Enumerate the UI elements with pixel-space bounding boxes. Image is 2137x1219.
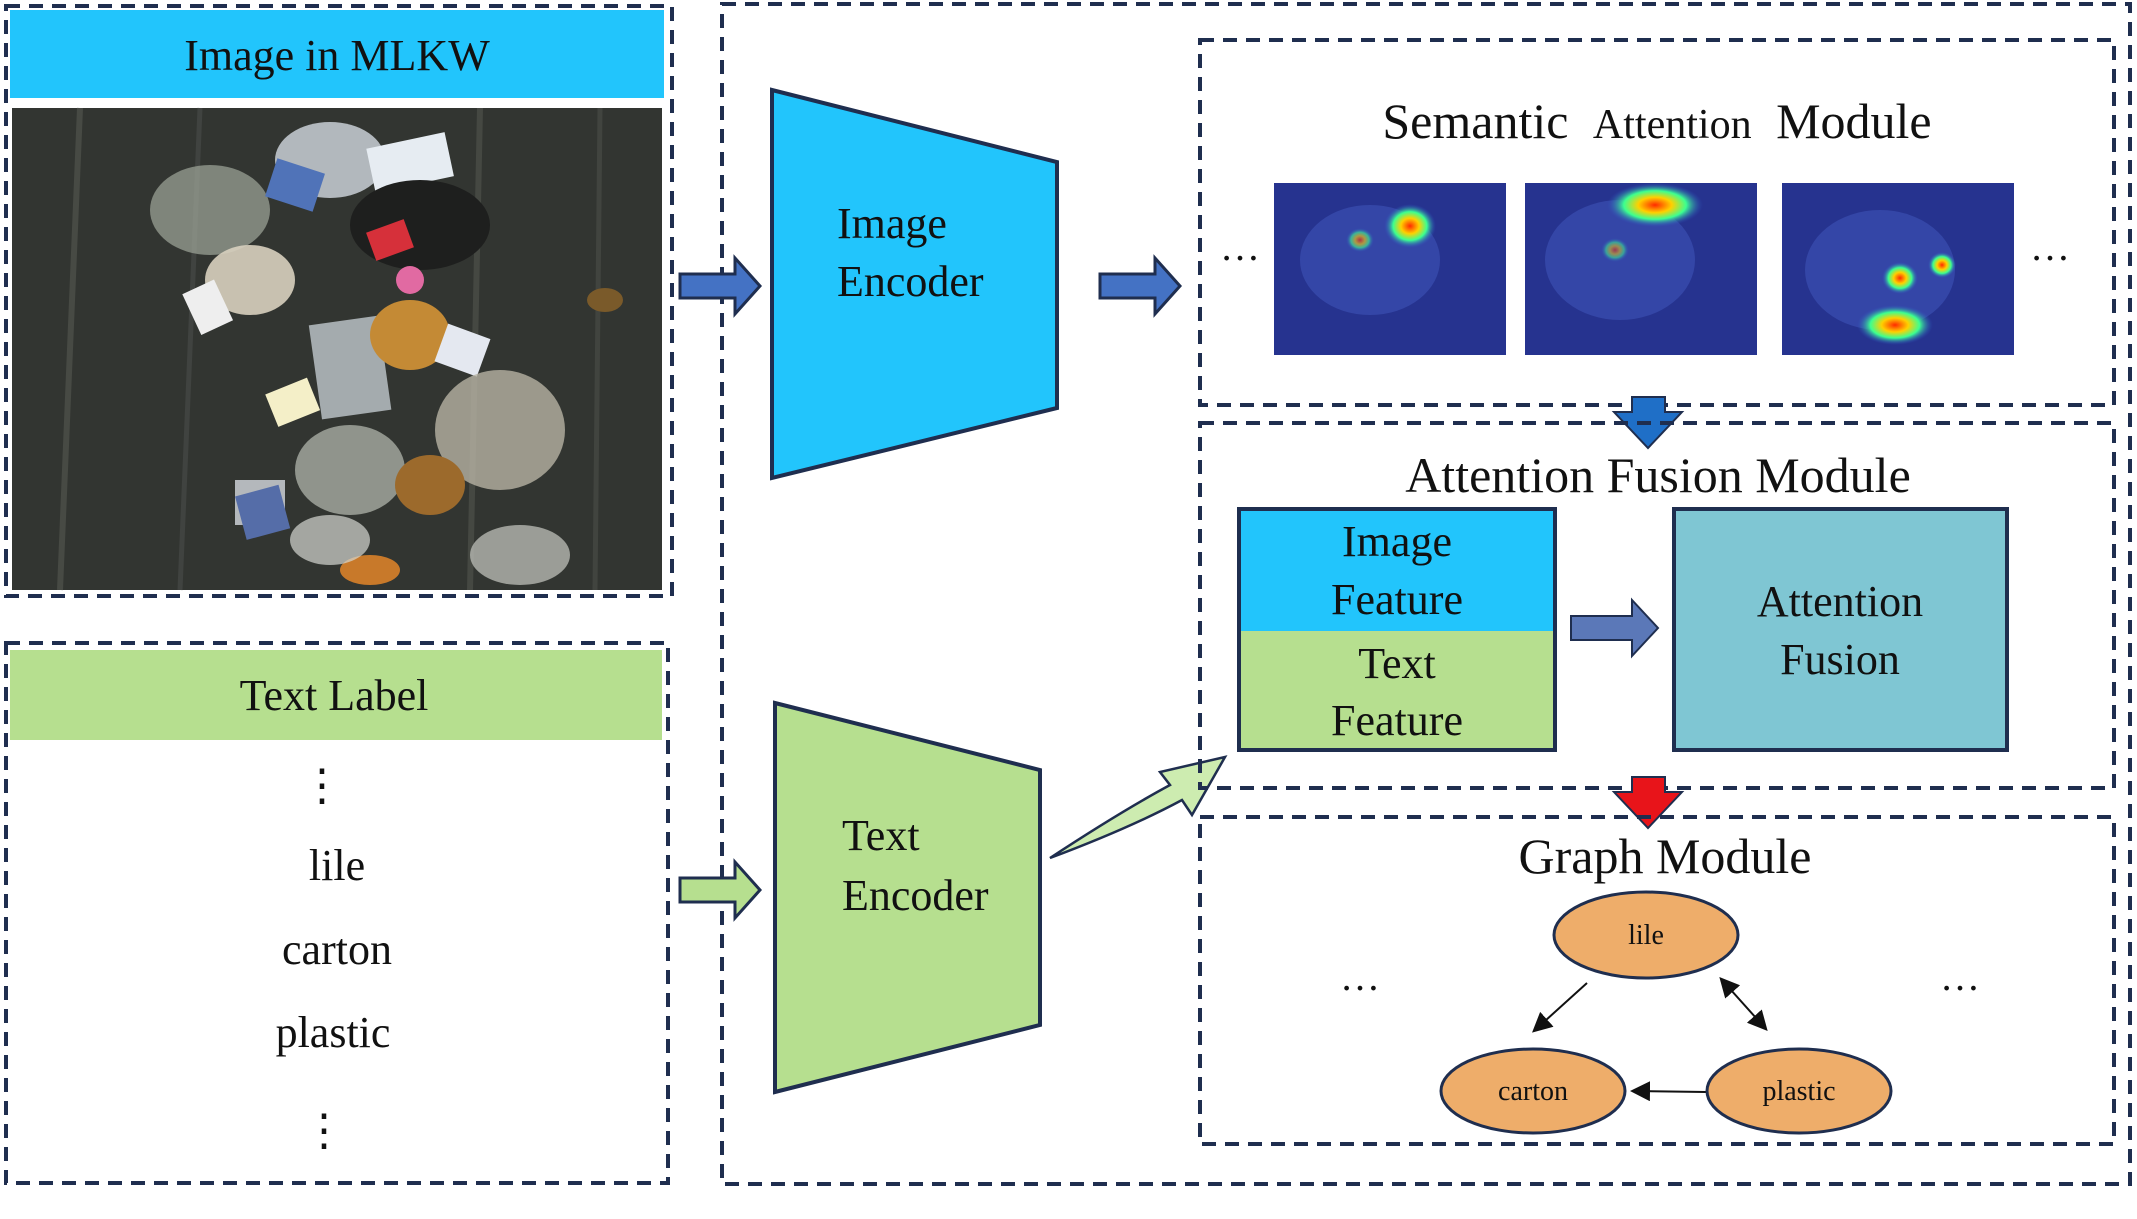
fusion-to-graph-arrow [1611,776,1685,830]
semantic-attention-ellipsis-left: … [1220,224,1260,269]
encoder-to-attention-arrow [1098,254,1183,318]
graph-node-plastic-label: plastic [1762,1076,1835,1107]
feature-to-fusion-arrow [1570,597,1660,659]
text-to-encoder-arrow [678,858,763,922]
model-panel-frame [720,2,2132,1186]
semantic-attention-title-c: Module [1776,93,1932,149]
image-encoder-label-line2: Encoder [837,257,984,306]
image-encoder-label-line1: Image [837,199,947,248]
attention-heatmap-1 [1274,183,1506,355]
edge-lile-plastic [1719,977,1768,1031]
attention-fusion-box [1672,507,2009,752]
graph-node-carton [1439,1047,1627,1135]
image-encoder-trapezoid [770,87,1059,481]
attention-fusion-box-line1: Attention [1757,577,1923,626]
text-panel-ellipsis-top: ⋮ [300,761,344,810]
graph-node-lile-label: lile [1628,920,1664,951]
attention-fusion-title: Attention Fusion Module [1405,447,1911,503]
edge-plastic-to-carton [1630,1081,1707,1102]
edge-lile-to-carton [1532,982,1588,1033]
graph-node-lile [1552,890,1740,980]
graph-module-ellipsis-right: … [1940,954,1980,999]
attention-heatmap-3 [1782,183,2014,355]
text-label-lile: lile [309,841,365,890]
feature-stack [1237,507,1557,752]
text-label-carton: carton [282,925,392,974]
text-feature-line2: Feature [1331,696,1463,745]
attention-heatmap-2 [1525,183,1757,355]
text-panel-header [10,650,662,740]
text-encoder-trapezoid [773,700,1042,1095]
image-panel-frame [4,4,674,598]
text-panel-ellipsis-bottom: ⋮ [302,1106,346,1155]
text-encoder-to-fusion-arrow [1049,755,1228,860]
text-encoder-label-line1: Text [842,811,920,860]
image-feature-line1: Image [1342,517,1452,566]
text-encoder-label-line2: Encoder [842,871,989,920]
graph-node-plastic [1705,1047,1893,1135]
attention-fusion-box-line2: Fusion [1780,635,1900,684]
waste-photo [12,107,662,591]
semantic-attention-title: Semantic Attention Module [1382,93,1931,149]
image-panel-header [10,10,664,98]
text-feature-line1: Text [1358,639,1436,688]
image-panel-header-text: Image in MLKW [184,31,490,80]
text-panel-header-text: Text Label [240,671,429,720]
text-panel-frame [4,641,670,1185]
graph-module-title: Graph Module [1519,828,1812,884]
semantic-attention-title-a: Semantic [1382,93,1568,149]
semantic-attention-title-b: Attention [1593,102,1752,148]
text-label-plastic: plastic [276,1008,391,1057]
graph-node-carton-label: carton [1498,1076,1568,1107]
graph-module-ellipsis-left: … [1340,954,1380,999]
image-feature-line2: Feature [1331,575,1463,624]
semantic-attention-ellipsis-right: … [2030,224,2070,269]
image-to-encoder-arrow [678,254,763,318]
